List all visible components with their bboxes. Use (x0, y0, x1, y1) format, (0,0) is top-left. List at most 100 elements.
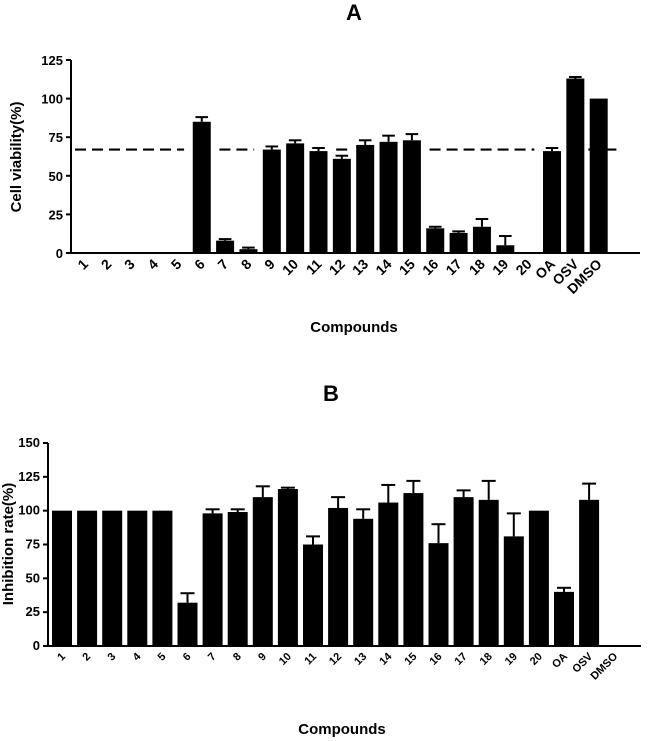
panel-b-x-tick-label-DMSO: DMSO (589, 650, 621, 682)
panel-a-error-bar-OSV (569, 75, 582, 79)
panel-a-x-tick-label-12: 12 (326, 256, 348, 278)
panel-b-y-tick-label: 25 (26, 604, 40, 619)
panel-a-x-tick-label-4: 4 (144, 256, 161, 273)
panel-b-error-bar-16 (431, 523, 446, 544)
panel-a-bar-8 (239, 249, 258, 253)
panel-b-y-tick-label: 150 (18, 435, 40, 450)
panel-a-error-bar-16 (428, 225, 442, 229)
panel-a-x-axis-label: Compounds (310, 319, 398, 336)
panel-b-x-tick-label-3: 3 (106, 651, 119, 664)
panel-b-x-tick-label-9: 9 (256, 651, 269, 664)
panel-b-error-bar-15 (406, 479, 421, 494)
panel-a-y-tick-label: 0 (56, 246, 63, 261)
panel-a-error-bar-7 (218, 238, 232, 241)
panel-a-error-bar-13 (358, 139, 372, 145)
panel-a-error-bar-8 (242, 246, 255, 250)
panel-b-x-tick-label-17: 17 (453, 651, 470, 668)
panel-a-y-tick-label: 50 (49, 169, 63, 184)
panel-a-error-bar-14 (382, 134, 395, 142)
panel-a-bar-15 (402, 140, 421, 253)
panel-b-y-tick-label: 125 (18, 469, 40, 484)
panel-b-error-bar-OA (557, 586, 571, 592)
panel-a-y-tick-label: 100 (41, 92, 63, 107)
panel-a-bar-17 (449, 232, 468, 253)
panel-b-x-tick-label-14: 14 (377, 650, 395, 668)
panel-a-bar-14 (379, 141, 398, 253)
panel-b-title: B (323, 381, 339, 406)
panel-a-bar-OA (543, 151, 561, 253)
panel-b-error-bar-14 (381, 483, 396, 503)
panel-b-x-tick-label-2: 2 (80, 651, 93, 664)
panel-a-bar-18 (472, 226, 491, 253)
panel-a-error-bar-19 (499, 235, 512, 246)
panel-b-y-axis-label: Inhibition rate(%) (0, 483, 17, 606)
panel-b-error-bar-17 (456, 489, 471, 498)
panel-a-x-tick-label-8: 8 (238, 256, 255, 273)
panel-a-bar-12 (332, 158, 351, 253)
panel-b-bar-2 (77, 510, 98, 646)
panel-b-error-bar-8 (230, 508, 245, 513)
panel-a-x-tick-label-1: 1 (74, 256, 91, 273)
panel-b-x-tick-label-1: 1 (55, 651, 68, 664)
panel-a-error-bar-18 (475, 218, 489, 227)
panel-b-bar-OSV (579, 499, 600, 646)
panel-b-bar-13 (353, 518, 374, 646)
panel-b-bar-15 (403, 493, 424, 646)
panel-b-error-bar-7 (205, 508, 220, 514)
panel-a-bar-13 (356, 144, 375, 253)
panel-b-x-tick-label-8: 8 (231, 651, 244, 664)
panel-a-x-tick-label-7: 7 (214, 256, 231, 273)
panel-a-x-tick-label-3: 3 (121, 256, 138, 273)
panel-a-error-bar-6 (195, 116, 209, 122)
panel-b-error-bar-12 (331, 496, 346, 508)
panel-a-bar-DMSO (589, 98, 608, 253)
panel-b-error-bar-18 (481, 479, 496, 500)
panel-b-bar-3 (102, 510, 123, 646)
panel-b-error-bar-10 (280, 486, 295, 490)
panel-a-bar-9 (262, 149, 281, 253)
panel-b: B Inhibition rate(%) Compounds 025507510… (0, 381, 641, 738)
panel-b-x-axis-label: Compounds (298, 721, 386, 738)
panel-b-bar-6 (177, 602, 198, 646)
panel-a-bar-11 (309, 151, 328, 253)
panel-b-x-tick-label-12: 12 (327, 651, 344, 668)
panel-b-y-ticks: 0 25 50 75 100 125 150 (18, 435, 48, 653)
panel-a-x-tick-label-15: 15 (396, 256, 418, 278)
panel-b-bar-7 (202, 513, 223, 646)
panel-a-x-tick-label-2: 2 (98, 256, 115, 273)
panel-b-x-tick-label-7: 7 (206, 651, 219, 664)
panel-b-y-tick-label: 50 (26, 570, 40, 585)
panel-b-bar-17 (453, 497, 474, 646)
panel-a-error-bar-OA (545, 147, 559, 152)
panel-a-bar-OSV (566, 78, 585, 253)
panel-b-error-bar-9 (255, 485, 270, 498)
panel-b-bar-14 (378, 502, 399, 646)
panel-a-x-tick-label-17: 17 (442, 256, 464, 278)
panel-a: A Cell viability(%) Compounds 0255075100… (8, 0, 640, 336)
panel-b-y-tick-label: 75 (26, 536, 40, 551)
panel-b-x-tick-label-18: 18 (478, 651, 495, 668)
panel-b-error-bar-11 (306, 535, 320, 545)
panel-a-x-tick-label-6: 6 (191, 256, 208, 273)
panel-a-bar-6 (192, 121, 211, 253)
panel-b-x-tick-label-4: 4 (131, 650, 144, 663)
panel-a-x-tick-label-5: 5 (168, 256, 185, 273)
panel-a-error-bar-9 (265, 145, 279, 150)
panel-b-x-tick-label-13: 13 (352, 651, 369, 668)
panel-a-x-tick-label-14: 14 (372, 256, 394, 278)
panel-a-bar-7 (216, 240, 235, 253)
panel-b-x-tick-label-10: 10 (277, 651, 294, 668)
panel-b-error-bar-13 (356, 508, 371, 519)
panel-b-bar-12 (328, 507, 349, 646)
panel-a-x-tick-label-9: 9 (261, 256, 278, 273)
panel-a-bars (192, 78, 608, 253)
panel-b-bar-11 (303, 544, 323, 646)
panel-a-error-bars (195, 75, 582, 250)
panel-a-x-tick-label-11: 11 (303, 256, 325, 278)
panel-b-x-tick-label-OA: OA (550, 651, 570, 671)
panel-b-y-tick-label: 100 (18, 503, 40, 518)
panel-b-bar-19 (503, 536, 524, 646)
